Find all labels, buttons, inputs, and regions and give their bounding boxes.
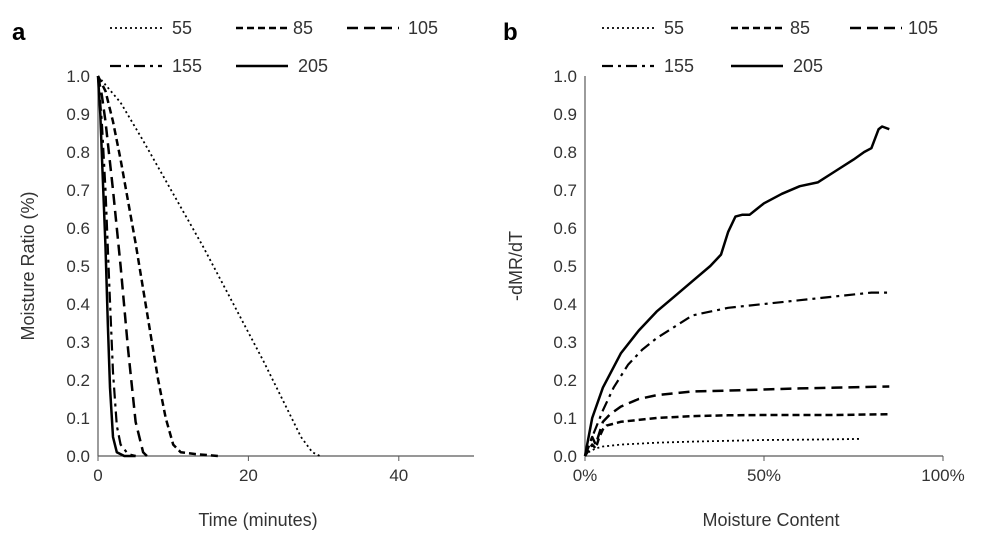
legend-label-85: 85 <box>293 18 313 38</box>
legend-label-105: 105 <box>908 18 938 38</box>
x-tick-label: 100% <box>921 466 964 485</box>
y-tick-label: 0.3 <box>66 333 90 352</box>
x-tick-label: 0 <box>93 466 102 485</box>
series-line-85 <box>583 412 890 457</box>
x-tick-label: 0% <box>573 466 598 485</box>
series-line-155 <box>583 291 890 457</box>
y-tick-label: 0.0 <box>553 447 577 466</box>
y-tick-label: 1.0 <box>66 67 90 86</box>
panel-letter-a: a <box>12 19 26 46</box>
y-tick-label: 0.2 <box>66 371 90 390</box>
series-line-55 <box>97 75 321 457</box>
series-line-205 <box>96 75 136 458</box>
x-axis-title: Moisture Content <box>702 510 839 530</box>
panel-letter-b: b <box>503 19 518 46</box>
x-tick-label: 40 <box>389 466 408 485</box>
legend-label-55: 55 <box>664 18 684 38</box>
y-axis-title: -dMR/dT <box>506 231 526 301</box>
legend-label-85: 85 <box>790 18 810 38</box>
legend-label-205: 205 <box>298 56 328 76</box>
y-tick-label: 0.4 <box>66 295 90 314</box>
series-line-55 <box>584 438 861 457</box>
y-tick-label: 0.5 <box>553 257 577 276</box>
series-line-205 <box>583 125 890 457</box>
y-axis-title: Moisture Ratio (%) <box>18 191 38 340</box>
y-tick-label: 0.9 <box>66 105 90 124</box>
legend-label-105: 105 <box>408 18 438 38</box>
y-tick-label: 1.0 <box>553 67 577 86</box>
y-tick-label: 0.7 <box>553 181 577 200</box>
legend-label-205: 205 <box>793 56 823 76</box>
x-tick-label: 20 <box>239 466 258 485</box>
series-line-85 <box>96 75 219 458</box>
legend-label-155: 155 <box>664 56 694 76</box>
series-line-105 <box>583 385 890 457</box>
y-tick-label: 0.3 <box>553 333 577 352</box>
y-tick-label: 0.5 <box>66 257 90 276</box>
y-tick-label: 0.6 <box>66 219 90 238</box>
y-tick-label: 0.6 <box>553 219 577 238</box>
y-tick-label: 0.7 <box>66 181 90 200</box>
y-tick-label: 0.2 <box>553 371 577 390</box>
y-tick-label: 0.4 <box>553 295 577 314</box>
x-tick-label: 50% <box>747 466 781 485</box>
y-tick-label: 0.1 <box>66 409 90 428</box>
y-tick-label: 0.9 <box>553 105 577 124</box>
y-tick-label: 0.8 <box>66 143 90 162</box>
series-line-105 <box>96 75 148 457</box>
series-line-155 <box>96 75 136 458</box>
y-tick-label: 0.0 <box>66 447 90 466</box>
legend-label-55: 55 <box>172 18 192 38</box>
legend-label-155: 155 <box>172 56 202 76</box>
chart-panel-a: a 0.0 0.1 0.2 0.3 0.4 0.5 0.6 0.7 0.8 0.9 1.0 0 20 40 M… <box>12 18 474 530</box>
x-axis-title: Time (minutes) <box>198 510 317 530</box>
y-tick-label: 0.1 <box>553 409 577 428</box>
y-tick-label: 0.8 <box>553 143 577 162</box>
chart-panel-b: b 0.0 0.1 0.2 0.3 0.4 0.5 0.6 0.7 0.8 0.9 1.0 0% 50% 1… <box>503 18 965 530</box>
